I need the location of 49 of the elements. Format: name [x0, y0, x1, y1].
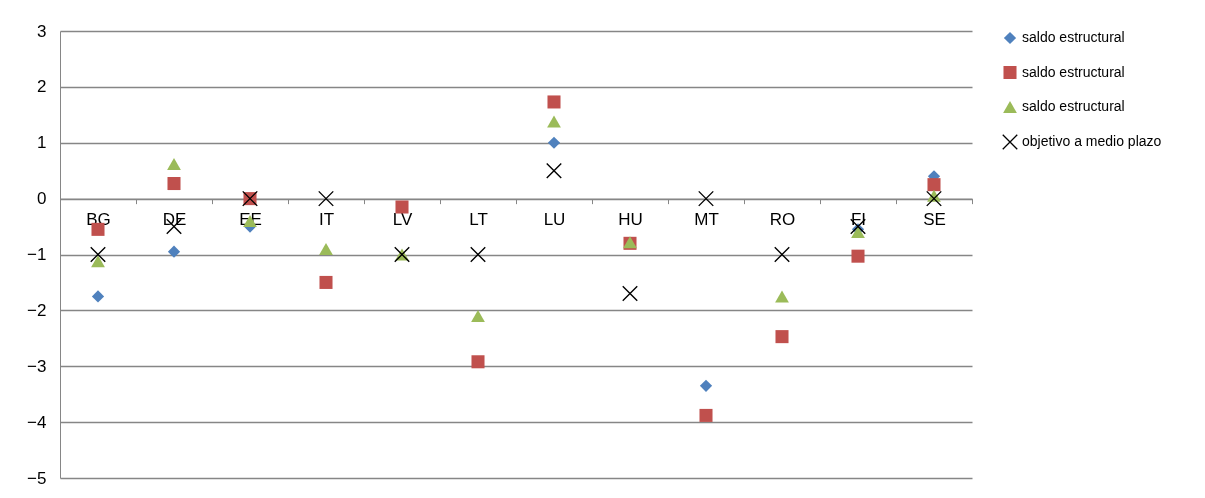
point: [699, 408, 713, 422]
point: [167, 177, 181, 191]
legend-label: objetivo a medio plazo: [1022, 133, 1162, 149]
point: [927, 178, 941, 192]
x-tick-label: HU: [618, 210, 643, 230]
y-tick-label: −4: [27, 412, 47, 432]
y-tick-label: 1: [37, 133, 47, 153]
y-tick-label: −1: [27, 245, 47, 264]
point: [471, 355, 485, 369]
y-tick-label: −5: [27, 468, 47, 488]
y-tick-label: 2: [37, 77, 47, 97]
point: [622, 285, 638, 302]
point: [546, 162, 562, 179]
point: [319, 242, 333, 255]
point: [547, 136, 561, 149]
point: [167, 158, 181, 170]
x-tick-label: MT: [694, 210, 719, 230]
point: [699, 379, 713, 392]
point: [318, 190, 334, 207]
point: [319, 275, 333, 289]
x-tick-label: LU: [543, 210, 566, 230]
x-tick-label: LT: [469, 210, 488, 230]
point: [775, 290, 789, 303]
point: [470, 246, 486, 263]
point: [167, 245, 181, 258]
legend-label: saldo estructural: [1022, 29, 1125, 45]
y-tick-label: 0: [37, 189, 47, 209]
x-tick-label: RO: [769, 210, 796, 230]
point: [471, 309, 485, 322]
point: [851, 249, 865, 263]
x-tick-label: IT: [318, 210, 335, 230]
point: [774, 246, 790, 263]
x-tick-label: LV: [392, 210, 413, 230]
legend-label: saldo estructural: [1022, 98, 1125, 114]
point: [395, 200, 409, 214]
y-tick-label: −2: [27, 300, 47, 320]
point: [547, 95, 561, 109]
point: [698, 190, 714, 207]
point: [926, 190, 942, 207]
point: [91, 290, 105, 303]
point: [91, 255, 105, 268]
legend-label: saldo estructural: [1022, 63, 1125, 80]
point: [90, 246, 106, 263]
y-tick-label: 3: [37, 21, 47, 41]
x-tick-label: SE: [923, 210, 946, 230]
point: [775, 330, 789, 344]
y-tick-label: −3: [27, 356, 47, 376]
x-tick-label: DE: [162, 210, 187, 230]
point: [547, 115, 561, 128]
